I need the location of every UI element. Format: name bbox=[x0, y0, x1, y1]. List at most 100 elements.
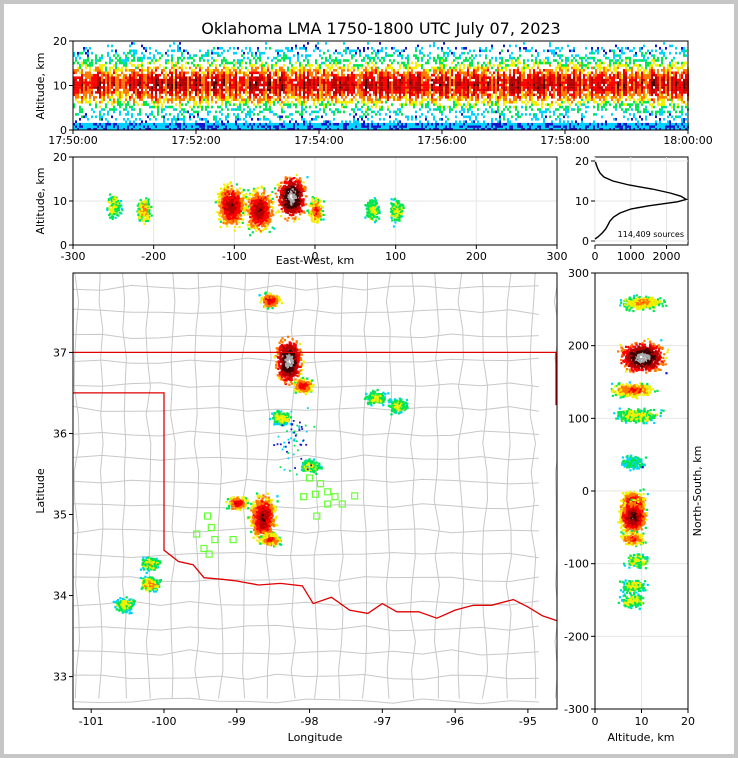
source-cell bbox=[133, 71, 135, 75]
source-cell bbox=[453, 86, 455, 89]
source-cell bbox=[181, 71, 183, 75]
source-cell bbox=[263, 115, 265, 119]
source-cell bbox=[533, 93, 535, 97]
source-cell bbox=[361, 122, 363, 126]
source-cell bbox=[221, 91, 223, 94]
source-cell bbox=[207, 51, 209, 55]
source-cell bbox=[137, 103, 139, 106]
source-cell bbox=[185, 125, 187, 128]
source-cell bbox=[425, 86, 427, 89]
source-cell bbox=[81, 73, 83, 77]
source-cell bbox=[255, 83, 257, 87]
source-cell bbox=[79, 118, 81, 121]
source-cell bbox=[223, 73, 225, 77]
source-cell bbox=[455, 81, 457, 84]
source-cell bbox=[427, 59, 429, 62]
source-cell bbox=[299, 83, 301, 87]
source-cell bbox=[499, 64, 501, 67]
source-cell bbox=[349, 91, 351, 94]
source-cell bbox=[85, 61, 87, 65]
source-cell bbox=[277, 122, 279, 126]
source-cell bbox=[229, 81, 231, 84]
source-cell bbox=[399, 83, 401, 87]
source-cell bbox=[241, 66, 243, 70]
source-cell bbox=[307, 96, 309, 99]
source-cell bbox=[285, 86, 287, 89]
source-cell bbox=[459, 98, 461, 101]
source-cell bbox=[195, 64, 197, 67]
source-cell bbox=[247, 110, 249, 114]
source-cell bbox=[503, 115, 505, 119]
source-cell bbox=[207, 83, 209, 87]
source-cell bbox=[227, 96, 229, 99]
source-cell bbox=[359, 96, 361, 99]
source-cell bbox=[273, 91, 275, 94]
source-cell bbox=[539, 81, 541, 84]
source-cell bbox=[99, 71, 101, 75]
source-cell bbox=[403, 66, 405, 70]
source-cell bbox=[207, 88, 209, 92]
source-cell bbox=[471, 96, 473, 99]
source-cell bbox=[197, 127, 199, 131]
source-cell bbox=[351, 81, 353, 84]
source-cell bbox=[165, 66, 167, 70]
source-cell bbox=[543, 125, 545, 128]
source-cell bbox=[425, 69, 427, 72]
source-cell bbox=[471, 83, 473, 87]
source-cell bbox=[337, 108, 339, 111]
source-cell bbox=[379, 98, 381, 101]
source-cell bbox=[83, 86, 85, 89]
source-cell bbox=[339, 66, 341, 70]
source-cell bbox=[259, 110, 261, 114]
source-cell bbox=[429, 122, 431, 126]
source-cell bbox=[539, 125, 541, 128]
source-cell bbox=[89, 61, 91, 65]
source-cell bbox=[85, 98, 87, 101]
source-cell bbox=[251, 91, 253, 94]
source-cell bbox=[97, 71, 99, 75]
source-cell bbox=[207, 98, 209, 101]
source-cell bbox=[271, 76, 273, 79]
source-cell bbox=[361, 93, 363, 97]
source-cell bbox=[187, 78, 189, 82]
source-cell bbox=[345, 105, 347, 109]
source-cell bbox=[561, 91, 563, 94]
source-cell bbox=[127, 113, 129, 116]
source-cell bbox=[311, 91, 313, 94]
source-cell bbox=[255, 69, 257, 72]
source-cell bbox=[217, 54, 219, 57]
source-cell bbox=[215, 118, 217, 121]
source-cell bbox=[427, 122, 429, 126]
source-cell bbox=[139, 127, 141, 131]
source-cell bbox=[381, 105, 383, 109]
source-cell bbox=[323, 71, 325, 75]
source-cell bbox=[299, 100, 301, 104]
source-cell bbox=[409, 103, 411, 106]
source-cell bbox=[121, 78, 123, 82]
source-cell bbox=[515, 96, 517, 99]
source-cell bbox=[395, 88, 397, 92]
source-cell bbox=[519, 47, 521, 50]
source-cell bbox=[441, 127, 443, 131]
source-cell bbox=[213, 93, 215, 97]
source-cell bbox=[535, 78, 537, 82]
source-cell bbox=[373, 78, 375, 82]
source-cell bbox=[527, 125, 529, 128]
source-cell bbox=[319, 108, 321, 111]
source-cell bbox=[209, 83, 211, 87]
source-cell bbox=[93, 125, 95, 128]
source-cell bbox=[257, 98, 259, 101]
source-cell bbox=[373, 103, 375, 106]
source-cell bbox=[299, 88, 301, 92]
source-cell bbox=[495, 86, 497, 89]
source-cell bbox=[173, 115, 175, 119]
source-cell bbox=[463, 91, 465, 94]
source-cell bbox=[141, 83, 143, 87]
source-cell bbox=[509, 83, 511, 87]
source-cell bbox=[329, 120, 331, 123]
source-cell bbox=[549, 69, 551, 72]
source-cell bbox=[375, 71, 377, 75]
source-cell bbox=[555, 100, 557, 104]
source-cell bbox=[303, 83, 305, 87]
source-cell bbox=[487, 125, 489, 128]
